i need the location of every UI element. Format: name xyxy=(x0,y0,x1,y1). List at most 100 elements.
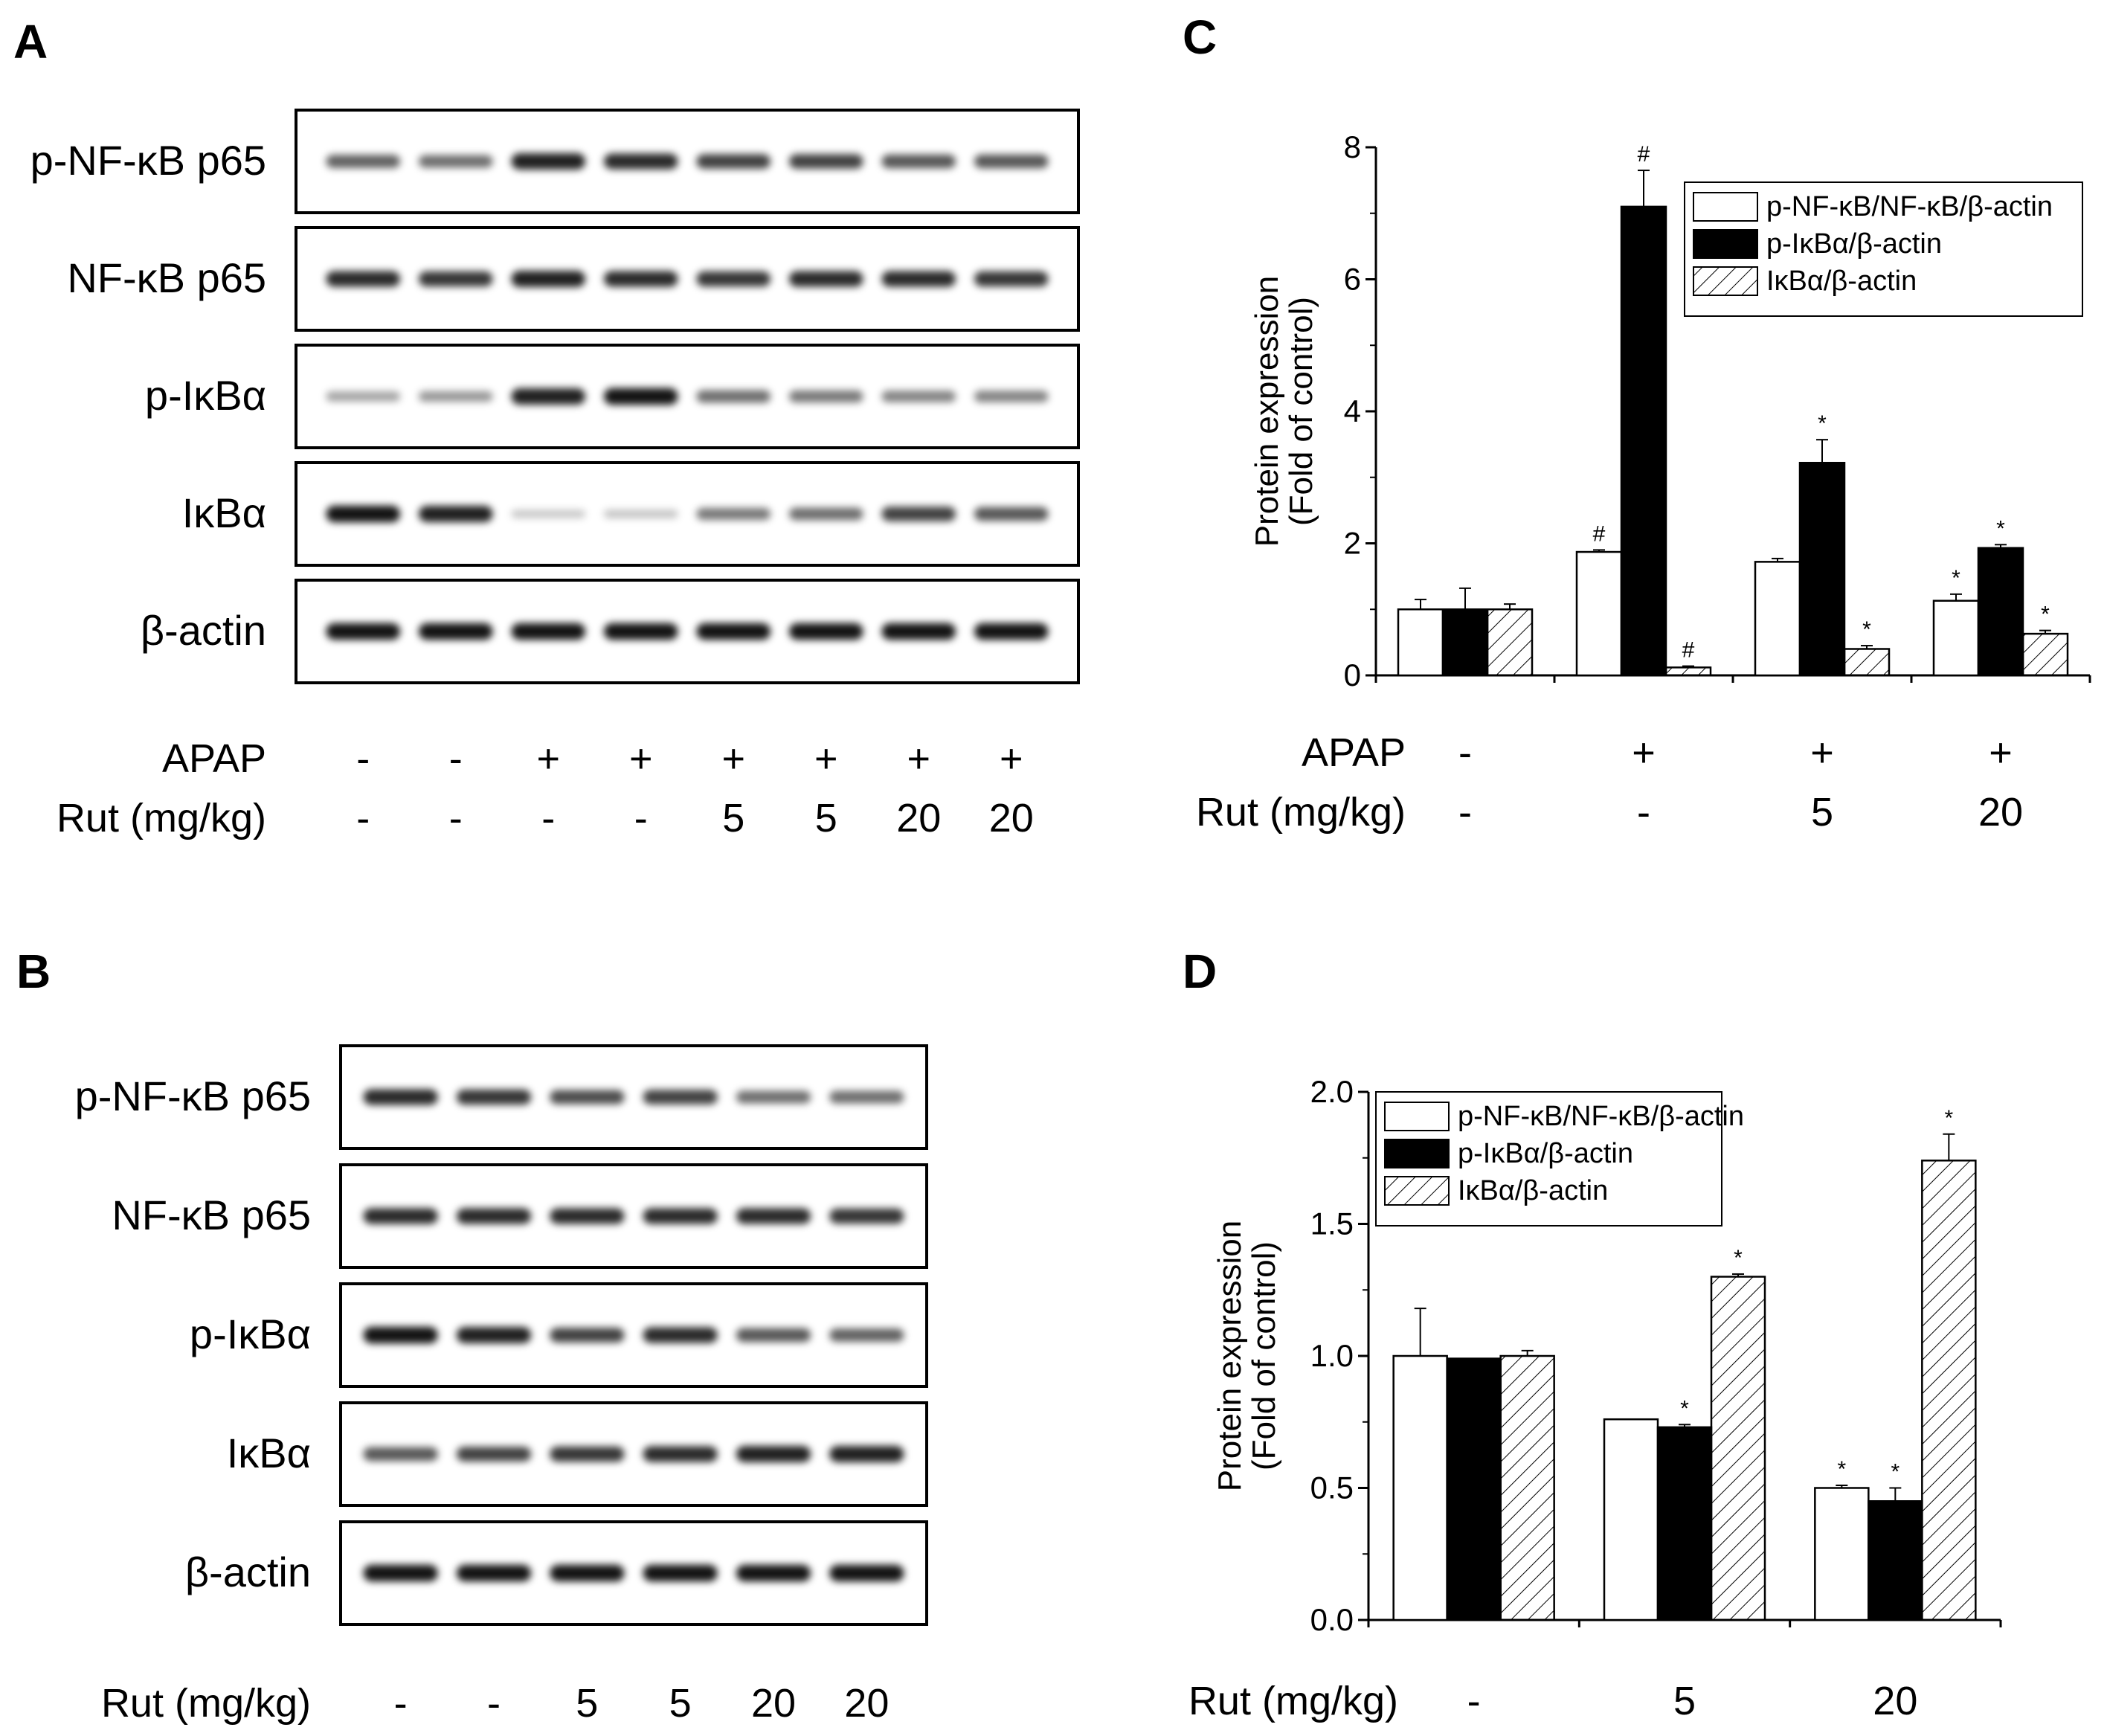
band xyxy=(550,1446,625,1462)
rut-value: - xyxy=(394,1681,408,1726)
band xyxy=(696,623,771,640)
band xyxy=(974,507,1049,521)
band xyxy=(881,154,956,169)
treatment-value: - xyxy=(1458,790,1472,835)
band xyxy=(550,1564,625,1582)
blot-row-p-nf-kb-p65: p-NF-κB p65 xyxy=(30,109,1080,214)
band xyxy=(363,1564,438,1582)
panel-letter: C xyxy=(1183,10,1217,64)
band xyxy=(511,153,586,170)
significance-mark: * xyxy=(1952,566,1960,591)
rut-value: - xyxy=(449,796,463,840)
bar xyxy=(1499,1354,1555,1621)
band xyxy=(696,271,771,287)
apap-value: - xyxy=(356,736,370,781)
band xyxy=(736,1446,811,1462)
bar xyxy=(2021,632,2069,677)
band xyxy=(788,623,863,640)
rut-value: 5 xyxy=(576,1681,598,1726)
band xyxy=(643,1564,718,1582)
y-tick-label: 6 xyxy=(1344,262,1361,297)
legend-swatch xyxy=(1384,1139,1450,1168)
blot-label: IκBα xyxy=(227,1430,311,1476)
band xyxy=(788,507,863,521)
band-group xyxy=(363,1564,904,1582)
legend-label: p-NF-κB/NF-κB/β-actin xyxy=(1766,191,2053,222)
panel-a: Ap-NF-κB p65 NF-κB p65 p-IκBα IκBα β-actin AP… xyxy=(13,15,1080,840)
series-p-ikba-b-actin: ** xyxy=(1446,1357,1923,1621)
y-tick-label: 0.5 xyxy=(1310,1470,1354,1505)
band xyxy=(881,390,956,402)
blot-label: p-NF-κB p65 xyxy=(75,1073,311,1119)
rut-value: 5 xyxy=(669,1681,692,1726)
legend-label: p-IκBα/β-actin xyxy=(1458,1138,1633,1169)
panel-letter: B xyxy=(16,945,51,998)
band xyxy=(550,1090,625,1105)
blot-row-b-actin: β-actin xyxy=(141,579,1080,684)
treatment-value: - xyxy=(1458,730,1472,775)
blot-label: β-actin xyxy=(141,607,266,654)
panel-letter: A xyxy=(13,15,48,68)
series-p-nf-kb-nf-kb-b-actin: #* xyxy=(1397,521,1980,677)
legend-swatch xyxy=(1693,192,1758,222)
band xyxy=(643,1208,718,1224)
apap-value: + xyxy=(907,736,930,781)
band xyxy=(603,271,678,287)
band xyxy=(696,507,771,521)
band xyxy=(326,391,401,402)
bar xyxy=(1921,1160,1977,1621)
panel-d: D 0.0 0.5 1.0 1.5 2.0 Protein expression(Fold … xyxy=(1183,945,2002,1723)
band xyxy=(829,1328,904,1342)
blot-frame xyxy=(295,579,1080,684)
band xyxy=(643,1090,718,1105)
significance-mark: # xyxy=(1682,638,1695,663)
significance-mark: # xyxy=(1593,521,1606,546)
y-tick-label: 0 xyxy=(1344,658,1361,692)
apap-value: + xyxy=(536,736,560,781)
bar xyxy=(1575,550,1623,677)
bar xyxy=(1932,599,1980,677)
bar xyxy=(1710,1276,1766,1621)
band xyxy=(326,505,401,523)
bar xyxy=(1392,1354,1448,1621)
rut-value: - xyxy=(541,796,555,840)
band xyxy=(511,509,586,518)
band xyxy=(829,1208,904,1224)
blot-row-ikba: IκBα xyxy=(227,1401,928,1507)
legend-swatch xyxy=(1384,1176,1450,1206)
rut-value: 20 xyxy=(989,796,1034,840)
significance-mark: * xyxy=(1944,1106,1953,1131)
band xyxy=(418,623,493,640)
band-group xyxy=(363,1089,904,1105)
band xyxy=(418,155,493,168)
treatment-label: APAP xyxy=(1302,730,1406,775)
band xyxy=(643,1446,718,1462)
apap-value: + xyxy=(721,736,745,781)
band xyxy=(829,1446,904,1462)
band xyxy=(456,1327,532,1343)
band xyxy=(736,1090,811,1104)
band xyxy=(974,390,1049,402)
y-tick-label: 1.5 xyxy=(1310,1206,1354,1241)
blot-row-ikba: IκBα xyxy=(182,461,1080,567)
blot-frame xyxy=(295,344,1080,449)
band xyxy=(418,271,493,287)
panel-b: Bp-NF-κB p65 NF-κB p65 p-IκBα IκBα β-actin Ru… xyxy=(16,945,928,1726)
y-tick-label: 8 xyxy=(1344,129,1361,164)
significance-mark: * xyxy=(1734,1246,1743,1270)
bar xyxy=(1798,461,1846,677)
legend-swatch xyxy=(1693,229,1758,259)
legend-label: IκBα/β-actin xyxy=(1458,1175,1608,1206)
apap-value: + xyxy=(814,736,838,781)
band xyxy=(363,1326,438,1344)
blot-frame xyxy=(295,461,1080,567)
rut-value: 5 xyxy=(815,796,837,840)
series-ikba-b-actin: # * * xyxy=(1486,602,2069,677)
apap-value: - xyxy=(449,736,463,781)
significance-mark: * xyxy=(1891,1460,1899,1485)
treatment-value: + xyxy=(1810,730,1834,775)
band xyxy=(603,623,678,640)
band xyxy=(456,1208,532,1224)
bar xyxy=(1446,1357,1502,1621)
band xyxy=(603,153,678,170)
